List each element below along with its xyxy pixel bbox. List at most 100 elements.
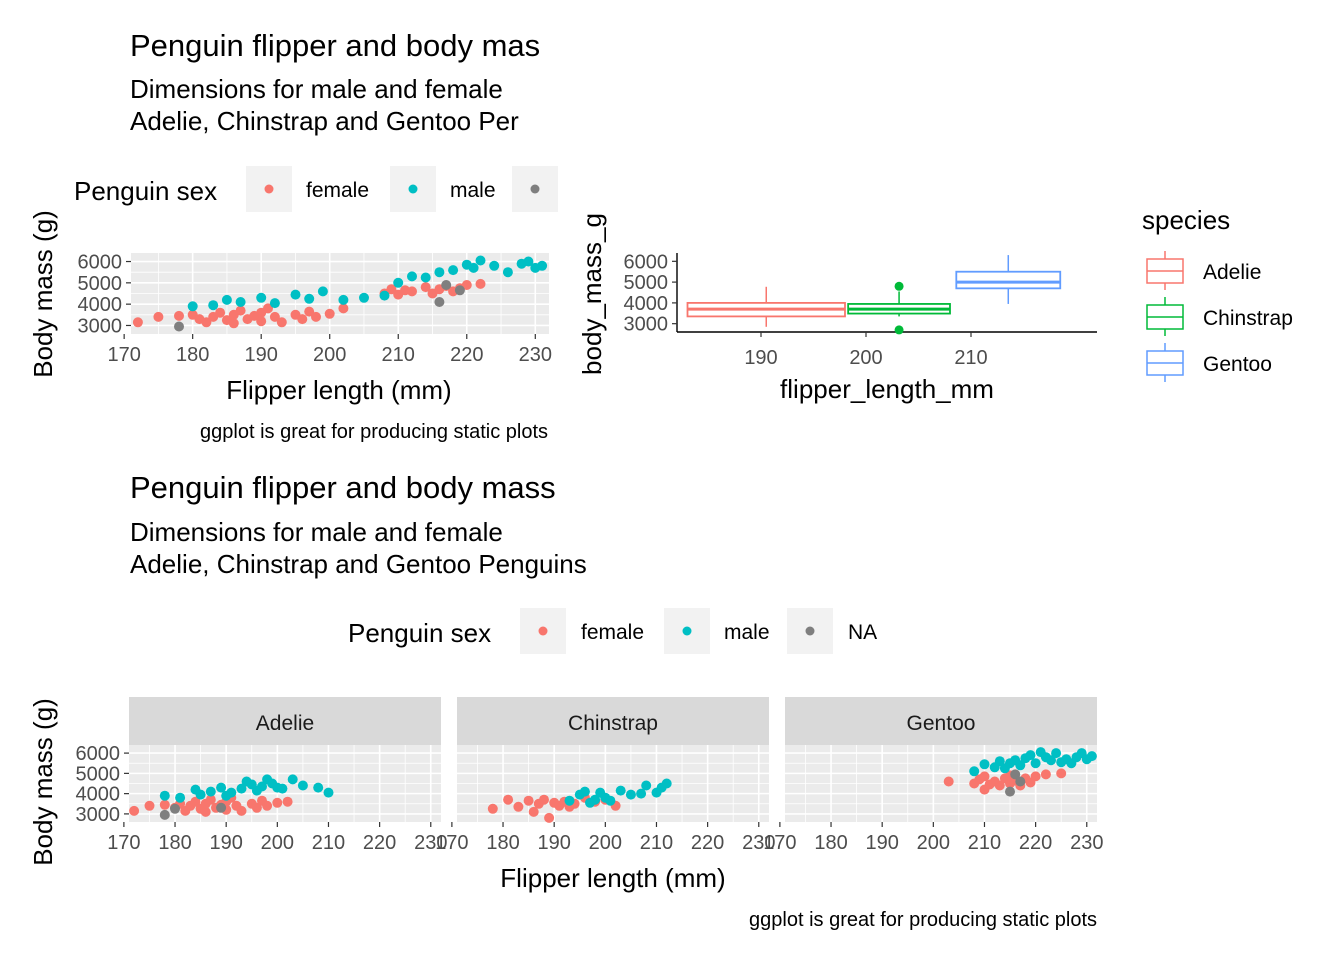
point-female bbox=[235, 305, 246, 316]
box-gentoo bbox=[955, 255, 1062, 304]
point-na bbox=[1005, 786, 1015, 797]
x-tick-label: 230 bbox=[519, 344, 552, 366]
y-axis-title: body_mass_g bbox=[577, 213, 607, 375]
point-female bbox=[262, 800, 273, 811]
point-female bbox=[129, 805, 140, 816]
bottom-panels: Adelie 170 180 190 200 210 220 230 3000400050006… bbox=[28, 697, 1103, 893]
legend-key-na bbox=[530, 184, 540, 194]
bottom-legend-label-female: female bbox=[581, 621, 644, 644]
point-female bbox=[513, 801, 524, 812]
x-tick-label: 190 bbox=[245, 344, 278, 366]
top-left-subtitle-line1: Dimensions for male and female bbox=[130, 74, 503, 104]
point-male bbox=[187, 301, 198, 312]
point-male bbox=[979, 759, 990, 770]
top-right-legend: species Adelie Chinstrap Gentoo bbox=[1142, 205, 1293, 382]
bottom-caption: ggplot is great for producing static plo… bbox=[749, 909, 1097, 931]
bottom-legend-title: Penguin sex bbox=[348, 618, 491, 648]
point-female bbox=[174, 310, 184, 321]
point-na bbox=[159, 809, 170, 820]
point-male bbox=[661, 778, 672, 789]
x-axis-title: Flipper length (mm) bbox=[226, 375, 451, 405]
point-male bbox=[297, 780, 308, 791]
point-female bbox=[420, 282, 431, 293]
point-male bbox=[175, 792, 186, 803]
x-tick-label: 230 bbox=[414, 832, 447, 854]
point-female bbox=[132, 317, 143, 328]
point-male bbox=[590, 794, 601, 805]
point-female bbox=[311, 311, 321, 322]
point-male bbox=[208, 300, 219, 311]
point-female bbox=[159, 799, 170, 810]
point-female bbox=[263, 303, 273, 314]
point-na bbox=[441, 280, 452, 290]
facet-strip-label: Chinstrap bbox=[568, 712, 658, 735]
facet-strip bbox=[129, 697, 441, 745]
point-female bbox=[1030, 771, 1041, 782]
point-female bbox=[1056, 768, 1067, 779]
bottom-legend-label-na: NA bbox=[848, 621, 877, 644]
x-tick-label: 230 bbox=[1070, 832, 1103, 854]
point-male bbox=[338, 294, 349, 305]
y-tick-label: 4000 bbox=[624, 293, 669, 315]
point-male bbox=[317, 286, 328, 297]
x-tick-label: 190 bbox=[744, 347, 777, 369]
x-axis-title: Flipper length (mm) bbox=[500, 863, 725, 893]
x-tick-label: 180 bbox=[158, 832, 191, 854]
point-male bbox=[448, 265, 459, 276]
legend-key-adelie bbox=[1146, 251, 1184, 290]
point-female bbox=[943, 776, 954, 787]
point-female bbox=[475, 278, 486, 289]
point-female bbox=[276, 317, 287, 328]
y-tick-label: 4000 bbox=[78, 294, 123, 316]
x-tick-label: 230 bbox=[742, 832, 775, 854]
point-na bbox=[1010, 769, 1021, 780]
point-male bbox=[277, 783, 288, 794]
y-tick-label: 5000 bbox=[78, 273, 123, 295]
point-female bbox=[282, 796, 293, 807]
point-male bbox=[468, 262, 479, 273]
point-female bbox=[338, 303, 349, 314]
x-tick-label: 210 bbox=[968, 832, 1001, 854]
x-tick-label: 200 bbox=[261, 832, 294, 854]
x-tick-label: 210 bbox=[382, 344, 415, 366]
point-male bbox=[434, 267, 445, 278]
point-female bbox=[386, 284, 397, 295]
facet-strip bbox=[457, 697, 769, 745]
point-male bbox=[313, 782, 324, 793]
facet-panel-chinstrap: Chinstrap 170 180 190 200 210 220 230 bbox=[435, 697, 775, 854]
point-female bbox=[994, 780, 1005, 791]
point-male bbox=[379, 290, 390, 301]
point-male bbox=[359, 292, 369, 303]
point-female bbox=[324, 308, 335, 319]
point-female bbox=[256, 316, 267, 327]
point-male bbox=[1046, 755, 1056, 766]
bottom-legend-key-na bbox=[805, 626, 815, 636]
x-tick-label: 210 bbox=[312, 832, 345, 854]
legend-key-gentoo bbox=[1146, 343, 1184, 382]
point-male bbox=[641, 780, 652, 791]
point-female bbox=[1040, 769, 1051, 780]
y-tick-label: 6000 bbox=[78, 252, 123, 274]
point-female bbox=[544, 812, 555, 823]
point-female bbox=[200, 806, 211, 817]
point-male bbox=[290, 289, 301, 300]
top-left-title: Penguin flipper and body mas bbox=[130, 28, 540, 63]
point-female bbox=[407, 286, 417, 297]
x-tick-label: 220 bbox=[450, 344, 483, 366]
point-male bbox=[475, 255, 486, 266]
point-male bbox=[994, 756, 1005, 767]
point-female bbox=[228, 318, 239, 329]
point-female bbox=[201, 317, 212, 328]
point-male bbox=[236, 783, 247, 794]
box-chinstrap bbox=[847, 281, 951, 335]
x-tick-label: 220 bbox=[1019, 832, 1052, 854]
point-male bbox=[537, 260, 548, 271]
point-male bbox=[1051, 748, 1062, 759]
y-axis-title: Body mass (g) bbox=[28, 698, 58, 866]
point-female bbox=[304, 306, 315, 317]
x-tick-label: 180 bbox=[814, 832, 847, 854]
